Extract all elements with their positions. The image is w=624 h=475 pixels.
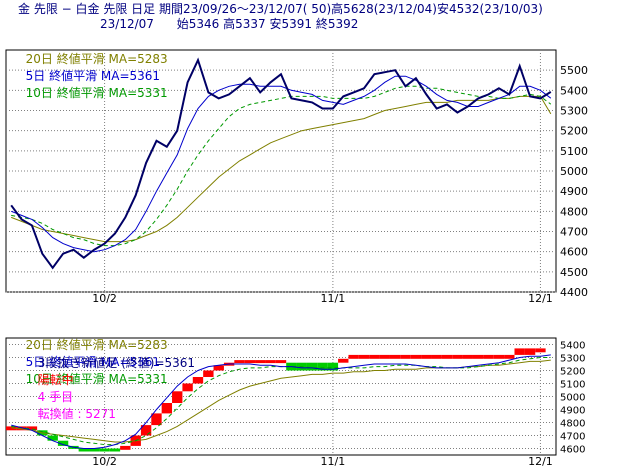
step-box: [275, 360, 287, 364]
step-box: [265, 360, 276, 364]
step-box: [514, 348, 525, 355]
step-box: [140, 425, 152, 436]
sub-info-count: 4 手目: [37, 390, 74, 404]
step-box: [6, 426, 17, 431]
step-box: [524, 348, 536, 355]
step-box: [483, 354, 494, 359]
main-y-tick-label: 5500: [560, 64, 588, 77]
sub-info-reversal: 転換値 : 5271: [37, 407, 116, 421]
step-box: [472, 354, 484, 359]
step-box: [203, 370, 214, 377]
main-x-tick-label: 12/1: [528, 292, 553, 305]
main-y-tick-label: 4600: [560, 246, 588, 259]
sub-y-tick-label: 5400: [560, 341, 585, 352]
step-box: [306, 362, 318, 371]
main-y-tick-label: 4700: [560, 226, 588, 239]
step-box: [16, 426, 27, 431]
step-box: [431, 354, 442, 359]
step-box: [348, 354, 359, 359]
header-ohlc-line: 23/12/07 始5346 高5337 安5391 終5392: [100, 17, 359, 31]
main-y-tick-label: 5200: [560, 125, 588, 138]
sub-y-tick-label: 4800: [560, 419, 585, 430]
step-box: [504, 354, 515, 359]
main-y-tick-label: 4800: [560, 205, 588, 218]
main-y-tick-label: 4900: [560, 185, 588, 198]
main-series-ma20: [11, 95, 552, 243]
main-legend: 20日 終値平滑 MA=5283 5日 終値平滑 MA=5361 10日 終値平…: [18, 36, 174, 101]
step-box: [99, 448, 110, 452]
step-box: [493, 354, 505, 359]
sub-x-tick-label: 10/2: [92, 455, 117, 468]
step-box: [255, 360, 266, 364]
sub-x-tick-label: 12/1: [528, 455, 553, 468]
main-y-tick-label: 4500: [560, 266, 588, 279]
step-box: [452, 354, 463, 359]
step-box: [213, 365, 224, 371]
legend-ma10: 10日 終値平滑 MA=5331: [25, 86, 168, 100]
step-box: [151, 413, 162, 426]
step-box: [182, 383, 193, 392]
main-series-ma5: [11, 75, 552, 253]
step-box: [234, 360, 245, 364]
step-box: [57, 440, 69, 446]
sub-series-ma10: [11, 357, 551, 446]
sub-info-trend: 陽転中: [37, 373, 74, 387]
sub-info: 3段抜き新値足 (終値)=5361 陽転中 4 手目 転換値 : 5271: [30, 340, 195, 422]
step-box: [192, 377, 204, 384]
step-box: [358, 354, 370, 359]
main-y-tick-label: 5300: [560, 105, 588, 118]
step-box: [244, 360, 256, 364]
sub-y-tick-label: 5000: [560, 393, 585, 404]
sub-series-ma20: [11, 359, 551, 443]
step-box: [26, 426, 38, 431]
step-box: [172, 391, 183, 403]
step-box: [317, 362, 328, 371]
step-box: [535, 348, 546, 353]
sub-y-tick-label: 4900: [560, 406, 585, 417]
sub-info-label: 3段抜き新値足 (終値)=5361: [37, 356, 196, 370]
step-box: [47, 435, 58, 441]
sub-legend-ma10: 10日 終値平滑 MA=5331: [25, 372, 168, 386]
main-series-ma10: [11, 85, 552, 247]
main-y-tick-label: 5100: [560, 145, 588, 158]
step-box: [369, 354, 380, 359]
sub-y-tick-label: 5300: [560, 354, 585, 365]
step-box: [89, 448, 100, 452]
step-box: [327, 362, 339, 371]
step-box: [78, 448, 90, 452]
step-box: [441, 354, 453, 359]
header-period-line: 金 先限 − 白金 先限 日足 期間23/09/26〜23/12/07( 50)…: [18, 2, 543, 16]
main-y-tick-label: 5000: [560, 165, 588, 178]
step-box: [410, 354, 422, 359]
main-x-tick-label: 11/1: [321, 292, 346, 305]
main-x-tick-label: 10/2: [92, 292, 117, 305]
step-box: [462, 354, 473, 359]
sub-series-ma5: [11, 354, 551, 449]
step-box: [379, 354, 390, 359]
sub-x-tick-label: 11/1: [321, 455, 346, 468]
step-box: [120, 445, 131, 450]
chart-header: 金 先限 − 白金 先限 日足 期間23/09/26〜23/12/07( 50)…: [0, 0, 624, 34]
main-y-tick-label: 5400: [560, 84, 588, 97]
sub-y-tick-label: 4600: [560, 445, 585, 456]
sub-y-tick-label: 5100: [560, 380, 585, 391]
step-box: [400, 354, 411, 359]
step-box: [389, 354, 401, 359]
sub-legend-ma5: 5日 終値平滑 MA=5361: [25, 355, 161, 369]
main-y-tick-label: 4400: [560, 286, 588, 299]
step-box: [338, 358, 349, 363]
legend-ma5: 5日 終値平滑 MA=5361: [25, 69, 161, 83]
sub-y-tick-label: 4700: [560, 432, 585, 443]
step-box: [109, 448, 121, 452]
main-series-price: [10, 57, 552, 270]
legend-ma20: 20日 終値平滑 MA=5283: [25, 52, 168, 66]
step-box: [161, 403, 173, 414]
sub-y-tick-label: 5200: [560, 367, 585, 378]
step-box: [421, 354, 432, 359]
